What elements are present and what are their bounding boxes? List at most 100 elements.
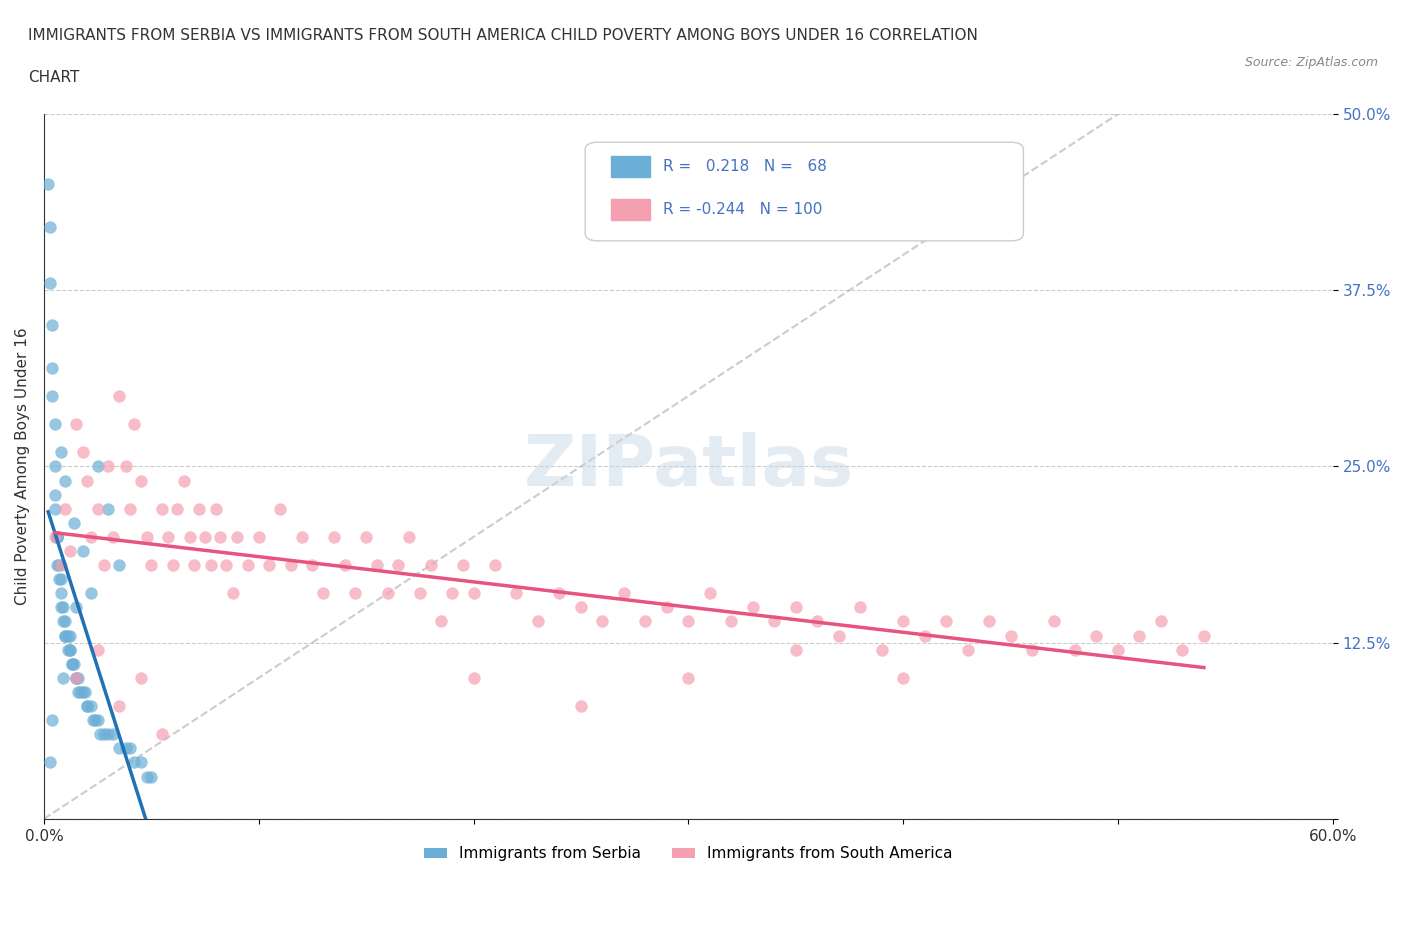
Point <box>141 769 163 784</box>
Point <box>44 487 66 502</box>
Point <box>200 558 222 573</box>
Point <box>194 529 217 544</box>
Point <box>763 614 786 629</box>
Point <box>69 684 91 699</box>
Point <box>463 671 485 685</box>
Point <box>591 614 613 629</box>
Point <box>136 769 159 784</box>
Point <box>80 529 103 544</box>
Point <box>222 586 245 601</box>
Point <box>49 600 72 615</box>
Point <box>97 459 120 474</box>
Point <box>122 417 145 432</box>
Text: Source: ZipAtlas.com: Source: ZipAtlas.com <box>1244 56 1378 69</box>
Point <box>129 755 152 770</box>
Point <box>80 698 103 713</box>
Point <box>53 614 76 629</box>
Point <box>935 614 957 629</box>
Point <box>891 614 914 629</box>
Point <box>333 558 356 573</box>
Point <box>73 684 96 699</box>
Point <box>114 741 136 756</box>
Point <box>65 671 87 685</box>
Point <box>849 600 872 615</box>
Text: R =   0.218   N =   68: R = 0.218 N = 68 <box>662 159 827 174</box>
Point <box>1000 628 1022 643</box>
Point <box>785 600 807 615</box>
Point <box>157 529 180 544</box>
Point <box>39 219 62 234</box>
Point <box>678 614 700 629</box>
Point <box>1021 643 1043 658</box>
Point <box>226 529 249 544</box>
Y-axis label: Child Poverty Among Boys Under 16: Child Poverty Among Boys Under 16 <box>15 327 30 605</box>
Point <box>114 459 136 474</box>
Point <box>173 473 195 488</box>
Point <box>118 741 141 756</box>
Point <box>72 543 94 558</box>
Point <box>52 600 75 615</box>
Point <box>72 684 94 699</box>
Point <box>312 586 335 601</box>
Point <box>93 558 115 573</box>
Point <box>60 657 83 671</box>
Point <box>150 727 173 742</box>
Point <box>97 501 120 516</box>
Point <box>80 586 103 601</box>
Point <box>108 698 131 713</box>
Point <box>67 671 90 685</box>
Point <box>1150 614 1173 629</box>
Point <box>49 445 72 459</box>
Point <box>322 529 344 544</box>
Point <box>129 473 152 488</box>
FancyBboxPatch shape <box>585 142 1024 241</box>
Point <box>59 628 82 643</box>
Point <box>387 558 409 573</box>
Point <box>93 727 115 742</box>
Point <box>1085 628 1108 643</box>
Point <box>48 572 70 587</box>
Point <box>259 558 281 573</box>
Point <box>354 529 377 544</box>
Point <box>741 600 763 615</box>
Point <box>548 586 571 601</box>
Point <box>720 614 742 629</box>
Point <box>1171 643 1194 658</box>
Point <box>699 586 721 601</box>
Bar <box>612 156 650 178</box>
Point <box>678 671 700 685</box>
Point <box>785 643 807 658</box>
Point <box>828 628 851 643</box>
Point <box>52 614 75 629</box>
Point <box>65 600 87 615</box>
Point <box>67 684 90 699</box>
Point <box>204 501 226 516</box>
Point <box>76 473 98 488</box>
Point <box>118 501 141 516</box>
Legend: Immigrants from Serbia, Immigrants from South America: Immigrants from Serbia, Immigrants from … <box>418 841 959 868</box>
Point <box>613 586 636 601</box>
Point <box>101 727 124 742</box>
Point <box>150 501 173 516</box>
Point <box>45 558 67 573</box>
Point <box>914 628 936 643</box>
Point <box>44 417 66 432</box>
Point <box>86 643 108 658</box>
Point <box>108 558 131 573</box>
Text: R = -0.244   N = 100: R = -0.244 N = 100 <box>662 202 823 217</box>
Point <box>49 572 72 587</box>
Point <box>53 628 76 643</box>
Point <box>56 628 79 643</box>
Point <box>86 501 108 516</box>
Point <box>269 501 291 516</box>
Point <box>41 360 63 375</box>
Text: CHART: CHART <box>28 70 80 85</box>
Point <box>84 712 107 727</box>
Point <box>53 501 76 516</box>
Point <box>49 586 72 601</box>
Point <box>72 445 94 459</box>
Point <box>451 558 474 573</box>
Point <box>505 586 527 601</box>
Point <box>59 643 82 658</box>
Point <box>44 529 66 544</box>
